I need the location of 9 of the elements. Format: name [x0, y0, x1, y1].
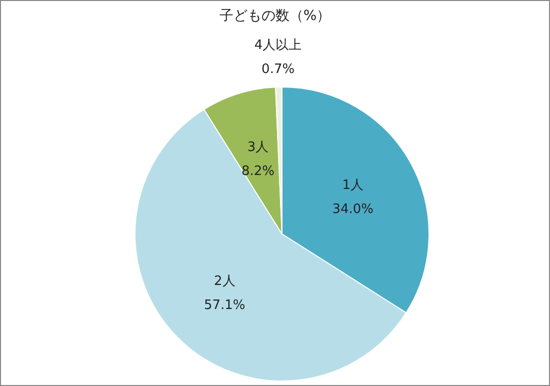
slice-label: 4人以上	[254, 38, 302, 54]
data-label: 57.1%	[204, 298, 246, 313]
data-label: 0.7%	[262, 62, 295, 78]
slice-label: 3人	[247, 140, 269, 155]
slice-label: 1人	[342, 178, 364, 194]
slice-label: 2人	[214, 274, 236, 289]
data-label: 34.0%	[332, 202, 374, 218]
chart-title: 子どもの数（%）	[218, 7, 332, 25]
data-label: 8.2%	[241, 164, 274, 179]
